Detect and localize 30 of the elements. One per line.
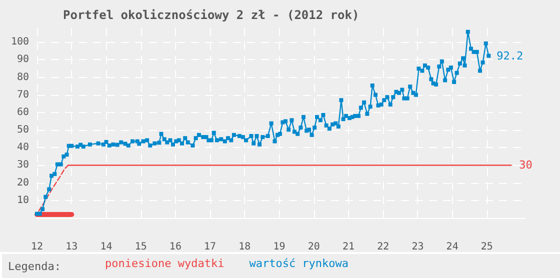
x-tick-label: 17	[204, 242, 216, 252]
x-tick-label: 14	[100, 242, 112, 252]
legend-title: Legenda:	[8, 260, 61, 273]
chart-title: Portfel okolicznościowy 2 zł - (2012 rok)	[63, 8, 360, 22]
x-tick-label: 16	[169, 242, 182, 252]
x-tick-label: 24	[446, 242, 458, 252]
y-tick-label: 90	[16, 54, 29, 66]
y-tick-label: 10	[16, 194, 29, 206]
y-tick-label: 30	[16, 160, 29, 171]
x-tick-label: 22	[377, 242, 390, 252]
annotation: 30	[519, 158, 532, 172]
annotation: 92.2	[496, 49, 524, 62]
y-tick-label: 20	[16, 177, 29, 188]
y-tick-label: 60	[16, 106, 29, 118]
x-tick-label: 23	[412, 242, 424, 252]
y-tick-label: 40	[16, 142, 29, 154]
y-tick-label: 50	[16, 124, 29, 136]
x-tick-label: 15	[134, 242, 147, 252]
y-tick-label: 70	[16, 89, 29, 100]
x-tick-label: 25	[480, 242, 493, 252]
x-tick-label: 12	[30, 242, 44, 252]
text: poniesione wydatki	[105, 257, 224, 270]
y-tick-label: 80	[16, 72, 29, 83]
x-tick-label: 21	[342, 242, 355, 252]
x-tick-label: 19	[273, 242, 286, 252]
text: wartość rynkowa	[249, 257, 349, 270]
x-tick-label: 20	[308, 242, 320, 252]
y-tick-label: 100	[10, 36, 29, 48]
x-tick-label: 18	[238, 242, 251, 252]
x-tick-label: 13	[66, 242, 78, 252]
